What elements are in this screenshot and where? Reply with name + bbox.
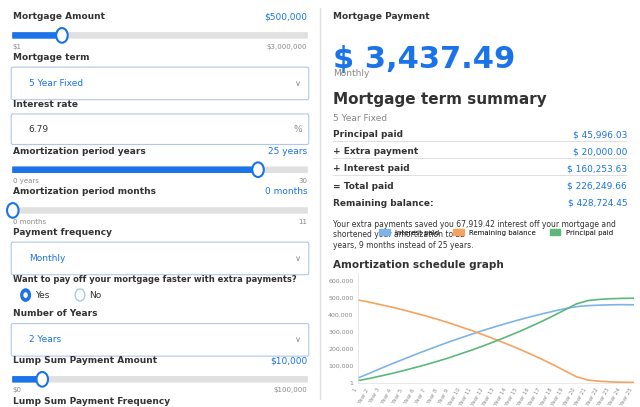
Circle shape bbox=[36, 372, 48, 387]
Text: $ 20,000.00: $ 20,000.00 bbox=[573, 147, 627, 156]
Text: Yes: Yes bbox=[35, 291, 49, 300]
Bar bbox=[333, 158, 627, 159]
FancyBboxPatch shape bbox=[12, 166, 308, 173]
FancyBboxPatch shape bbox=[12, 376, 43, 383]
Text: %: % bbox=[293, 125, 302, 134]
Circle shape bbox=[7, 203, 19, 218]
Text: Amortization period years: Amortization period years bbox=[13, 147, 145, 155]
Text: $100,000: $100,000 bbox=[273, 387, 307, 394]
Text: Number of Years: Number of Years bbox=[13, 309, 97, 318]
Text: 6.79: 6.79 bbox=[29, 125, 49, 134]
Text: 30: 30 bbox=[298, 178, 307, 184]
Text: Amortization period months: Amortization period months bbox=[13, 187, 156, 196]
Text: $ 3,437.49: $ 3,437.49 bbox=[333, 45, 515, 74]
Text: 0 years: 0 years bbox=[13, 178, 38, 184]
Text: + Interest paid: + Interest paid bbox=[333, 164, 410, 173]
Text: Remaining balance:: Remaining balance: bbox=[333, 199, 433, 208]
Text: Amortization schedule graph: Amortization schedule graph bbox=[333, 260, 504, 271]
Bar bbox=[333, 141, 627, 142]
Text: Monthly: Monthly bbox=[333, 69, 369, 78]
Text: Interest rate: Interest rate bbox=[13, 100, 78, 109]
Text: 25 years: 25 years bbox=[268, 147, 307, 155]
FancyBboxPatch shape bbox=[12, 32, 63, 39]
Text: ∨: ∨ bbox=[294, 335, 301, 344]
FancyBboxPatch shape bbox=[12, 166, 259, 173]
Text: 5 Year Fixed: 5 Year Fixed bbox=[333, 114, 387, 123]
Text: $1: $1 bbox=[13, 44, 22, 50]
FancyBboxPatch shape bbox=[12, 376, 308, 383]
Text: No: No bbox=[90, 291, 102, 300]
Circle shape bbox=[56, 28, 68, 43]
Text: $500,000: $500,000 bbox=[264, 12, 307, 21]
Text: 5 Year Fixed: 5 Year Fixed bbox=[29, 79, 83, 88]
Circle shape bbox=[20, 289, 31, 301]
Text: + Extra payment: + Extra payment bbox=[333, 147, 418, 156]
Circle shape bbox=[252, 162, 264, 177]
Text: ∨: ∨ bbox=[294, 79, 301, 88]
FancyBboxPatch shape bbox=[12, 67, 309, 100]
FancyBboxPatch shape bbox=[12, 114, 309, 144]
Text: Your extra payments saved you 67,919.42 interest off your mortgage and shortened: Your extra payments saved you 67,919.42 … bbox=[333, 220, 616, 249]
FancyBboxPatch shape bbox=[12, 207, 308, 214]
Text: $0: $0 bbox=[13, 387, 22, 394]
Text: 2 Years: 2 Years bbox=[29, 335, 61, 344]
Text: 0 months: 0 months bbox=[264, 187, 307, 196]
Text: Mortgage term: Mortgage term bbox=[13, 53, 90, 62]
Text: $ 45,996.03: $ 45,996.03 bbox=[573, 130, 627, 139]
Text: 0 months: 0 months bbox=[13, 219, 46, 225]
Text: $ 160,253.63: $ 160,253.63 bbox=[567, 164, 627, 173]
Text: Lump Sum Payment Frequency: Lump Sum Payment Frequency bbox=[13, 397, 170, 406]
Text: $3,000,000: $3,000,000 bbox=[267, 44, 307, 50]
Text: $ 226,249.66: $ 226,249.66 bbox=[568, 182, 627, 190]
Text: Payment frequency: Payment frequency bbox=[13, 228, 112, 237]
Text: ∨: ∨ bbox=[294, 254, 301, 263]
Text: Lump Sum Payment Amount: Lump Sum Payment Amount bbox=[13, 356, 157, 365]
Text: 11: 11 bbox=[298, 219, 307, 225]
FancyBboxPatch shape bbox=[12, 242, 309, 275]
Text: Principal paid: Principal paid bbox=[333, 130, 403, 139]
Legend: Interest paid, Remaining balance, Principal paid: Interest paid, Remaining balance, Princi… bbox=[376, 227, 616, 239]
Text: Mortgage Amount: Mortgage Amount bbox=[13, 12, 105, 21]
Bar bbox=[333, 175, 627, 176]
Text: = Total paid: = Total paid bbox=[333, 182, 394, 190]
Text: $ 428,724.45: $ 428,724.45 bbox=[568, 199, 627, 208]
Circle shape bbox=[23, 292, 28, 298]
Text: Want to pay off your mortgage faster with extra payments?: Want to pay off your mortgage faster wit… bbox=[13, 275, 296, 284]
FancyBboxPatch shape bbox=[12, 32, 308, 39]
FancyBboxPatch shape bbox=[12, 324, 309, 356]
Text: Monthly: Monthly bbox=[29, 254, 65, 263]
Text: Mortgage Payment: Mortgage Payment bbox=[333, 12, 429, 21]
Text: Mortgage term summary: Mortgage term summary bbox=[333, 92, 547, 107]
Circle shape bbox=[76, 289, 85, 301]
Text: $10,000: $10,000 bbox=[270, 356, 307, 365]
